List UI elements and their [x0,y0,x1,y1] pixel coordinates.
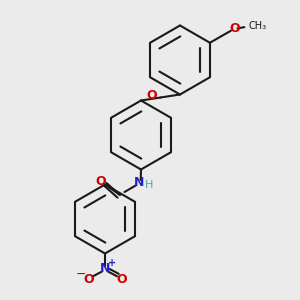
Text: N: N [134,176,145,190]
Text: H: H [145,179,153,190]
Text: O: O [96,175,106,188]
Text: O: O [83,273,94,286]
Text: O: O [116,273,127,286]
Text: +: + [107,258,116,268]
Text: CH₃: CH₃ [249,21,267,31]
Text: N: N [100,262,110,275]
Text: −: − [76,268,86,281]
Text: O: O [146,89,157,103]
Text: O: O [229,22,240,35]
